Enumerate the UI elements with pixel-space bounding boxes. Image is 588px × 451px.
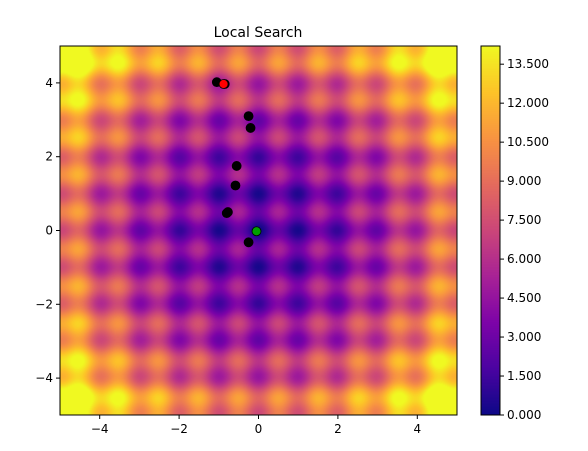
best-point bbox=[251, 226, 262, 237]
y-tick-label: 0 bbox=[45, 224, 53, 238]
y-axis: −4 −2 0 2 4 bbox=[35, 76, 60, 385]
search-point bbox=[243, 237, 254, 248]
x-tick-label: 0 bbox=[255, 422, 263, 436]
colorbar-frame bbox=[480, 45, 501, 416]
colorbar-tick-label: 3.000 bbox=[507, 330, 541, 344]
x-axis: −4 −2 0 2 4 bbox=[91, 415, 421, 436]
y-tick-label: −2 bbox=[35, 297, 53, 311]
colorbar-tick-label: 13.500 bbox=[507, 57, 549, 71]
colorbar-gradient bbox=[481, 46, 500, 415]
colorbar-tick-label: 12.000 bbox=[507, 96, 549, 110]
x-tick-label: −2 bbox=[170, 422, 188, 436]
colorbar-tick-label: 4.500 bbox=[507, 291, 541, 305]
search-point bbox=[223, 207, 233, 217]
y-tick-label: 2 bbox=[45, 150, 53, 164]
search-point bbox=[230, 180, 241, 191]
y-tick-label: −4 bbox=[35, 371, 53, 385]
colorbar-ticks: 0.000 1.500 3.000 4.500 6.000 7.500 9.000 10.50… bbox=[500, 57, 549, 422]
colorbar-tick-label: 0.000 bbox=[507, 408, 541, 422]
search-points bbox=[211, 77, 262, 248]
colorbar-tick-label: 9.000 bbox=[507, 174, 541, 188]
search-point bbox=[243, 111, 254, 122]
colorbar-tick-label: 6.000 bbox=[507, 252, 541, 266]
colorbar-tick-label: 1.500 bbox=[507, 369, 541, 383]
x-tick-label: 4 bbox=[413, 422, 421, 436]
start-point bbox=[218, 79, 229, 89]
colorbar-tick-label: 10.500 bbox=[507, 135, 549, 149]
x-tick-label: 2 bbox=[334, 422, 342, 436]
colorbar: 0.000 1.500 3.000 4.500 6.000 7.500 9.000 10.50… bbox=[480, 45, 549, 422]
chart-title: Local Search bbox=[214, 25, 303, 41]
plot-area bbox=[59, 45, 458, 416]
y-tick-label: 4 bbox=[45, 76, 53, 90]
search-point bbox=[231, 161, 242, 171]
search-point bbox=[245, 123, 256, 133]
colorbar-tick-label: 7.500 bbox=[507, 213, 541, 227]
x-tick-label: −4 bbox=[91, 422, 109, 436]
